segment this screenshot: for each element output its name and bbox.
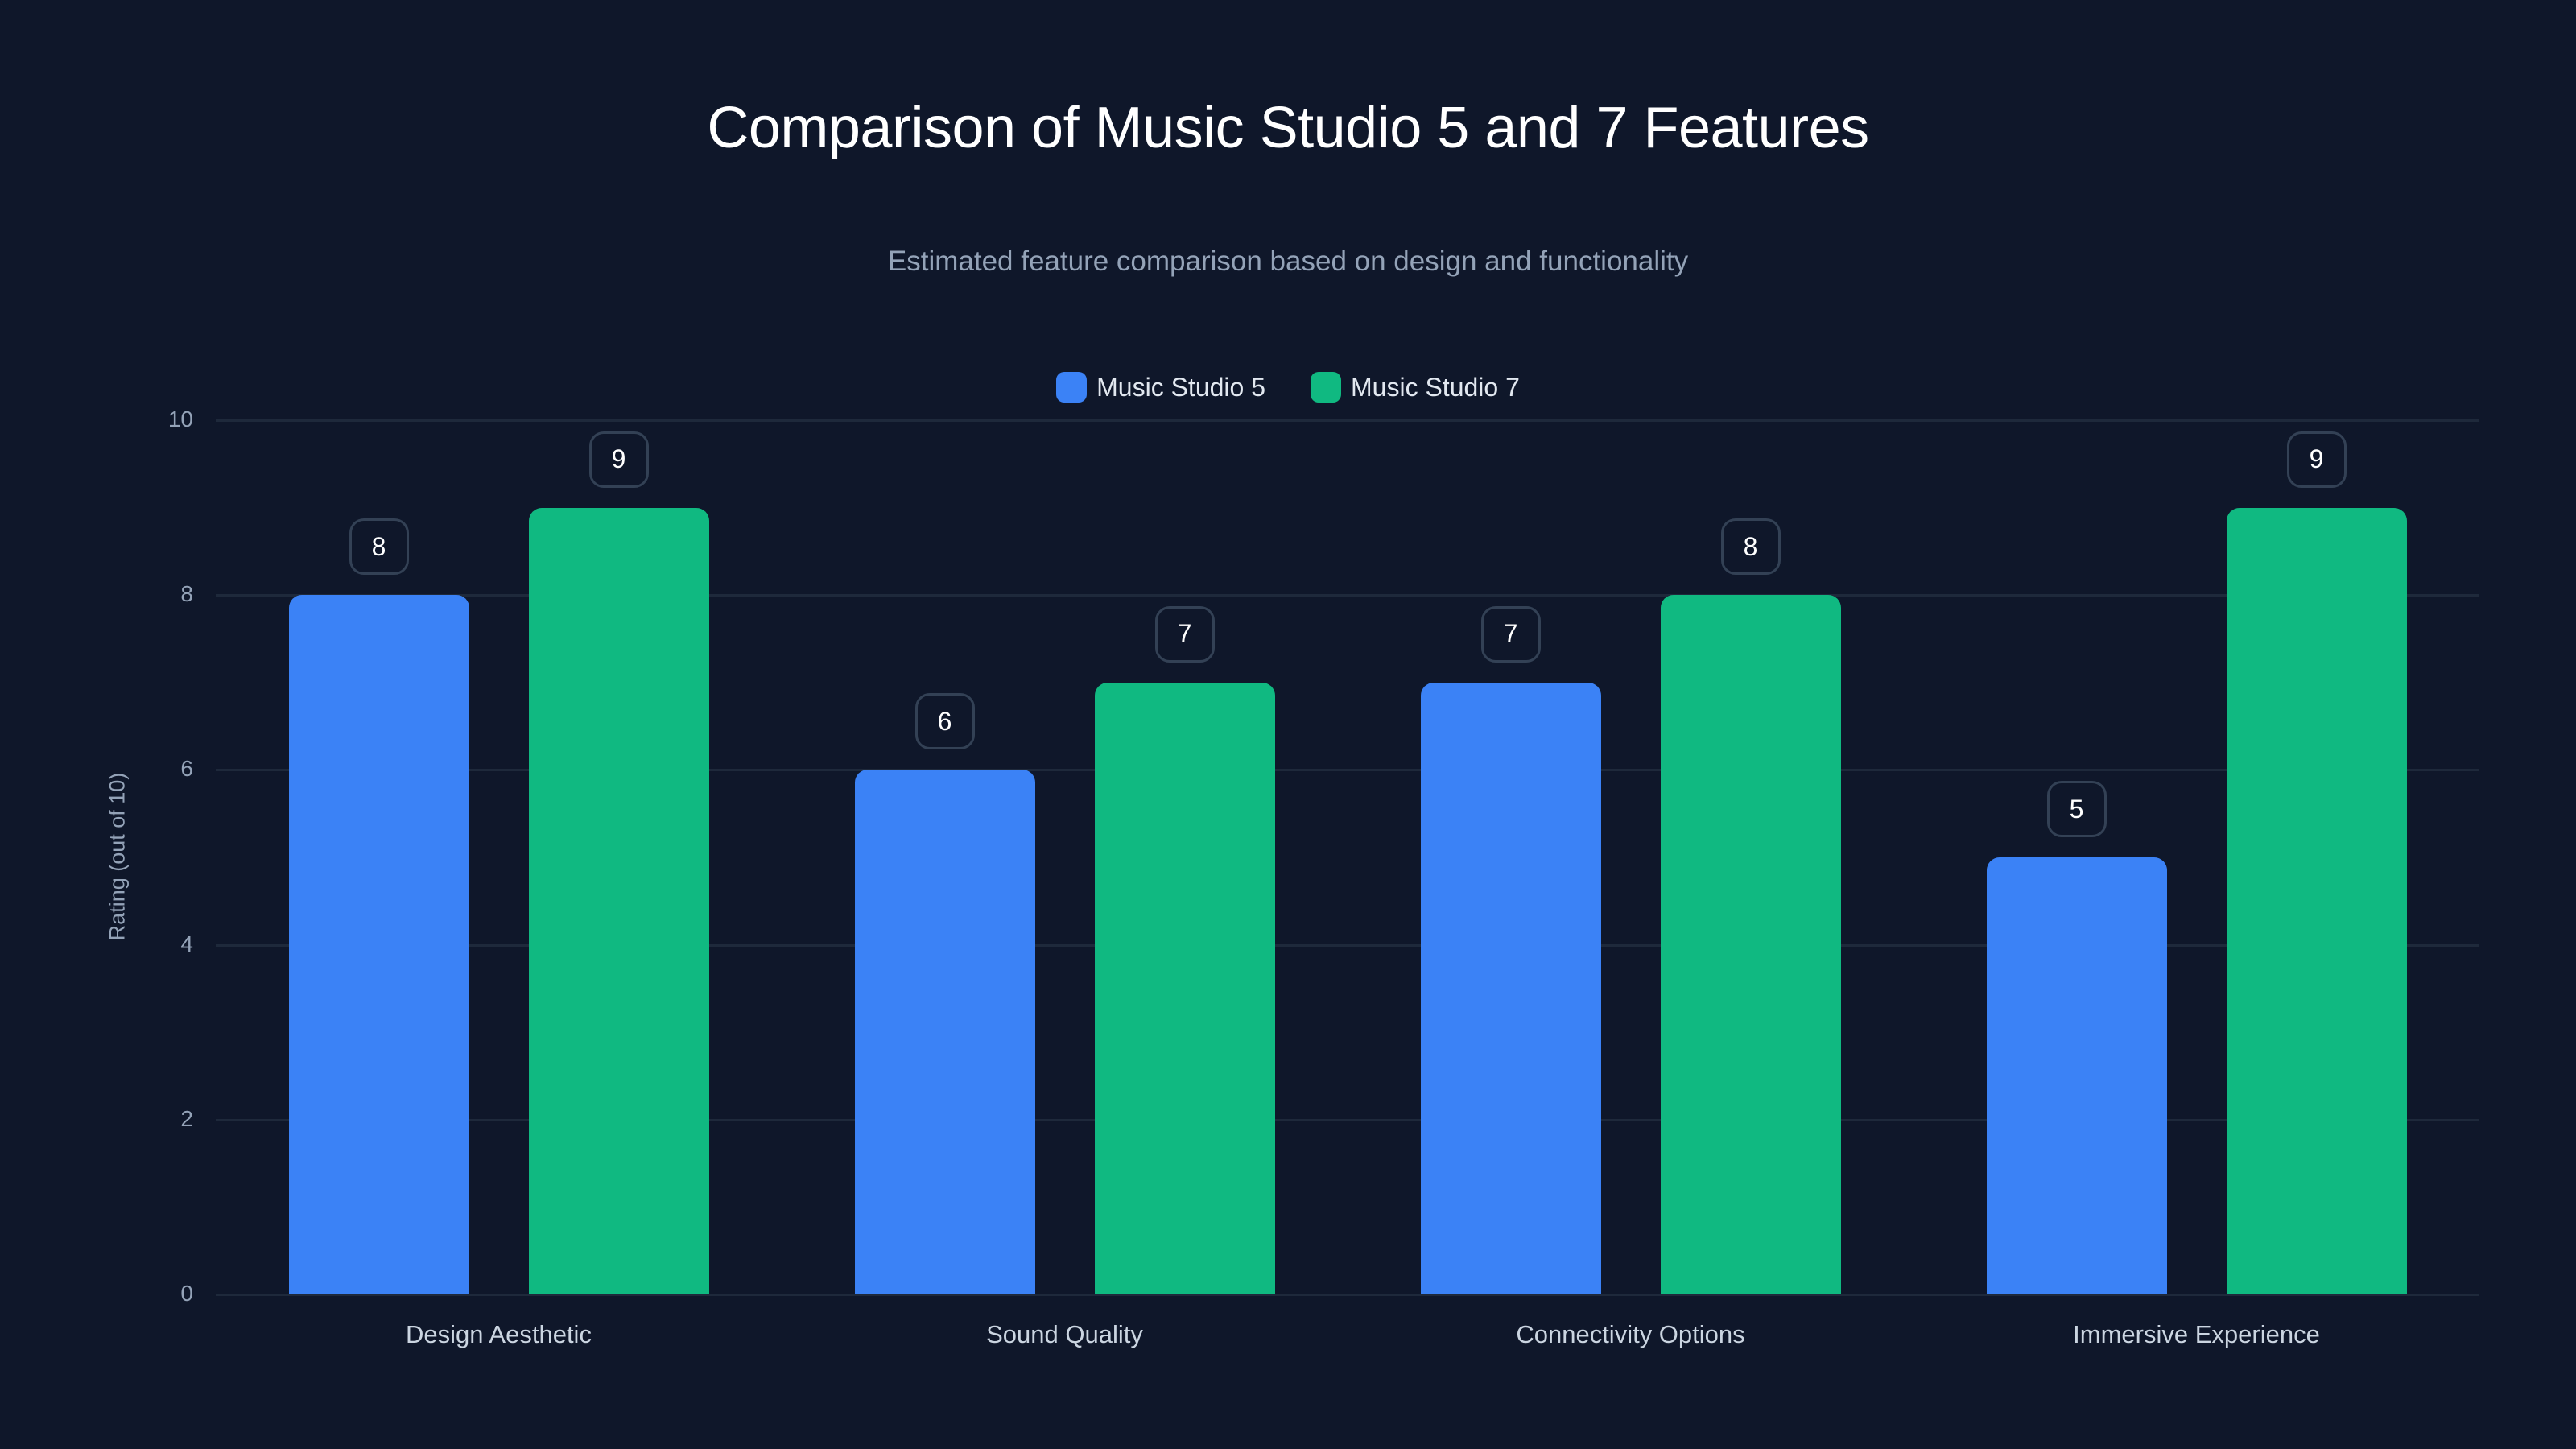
gridline (216, 419, 2479, 422)
data-label: 6 (914, 693, 975, 750)
gridline (216, 943, 2479, 947)
data-label: 9 (2286, 431, 2347, 488)
x-tick-label: Sound Quality (986, 1320, 1143, 1348)
bar-music-studio-5-sound-quality[interactable] (854, 770, 1035, 1294)
data-label: 8 (1720, 518, 1781, 576)
gridline (216, 1294, 2479, 1296)
data-label: 7 (1480, 605, 1541, 663)
x-tick-label: Connectivity Options (1516, 1320, 1745, 1348)
bar-music-studio-7-sound-quality[interactable] (1094, 682, 1275, 1294)
bar-music-studio-7-connectivity-options[interactable] (1660, 595, 1841, 1294)
legend-swatch-blue (1056, 372, 1088, 402)
chart-title: Comparison of Music Studio 5 and 7 Featu… (707, 96, 1869, 160)
bar-music-studio-5-design-aesthetic[interactable] (288, 595, 469, 1294)
gridline (216, 594, 2479, 597)
gridline (216, 769, 2479, 772)
y-tick-label: 8 (180, 581, 193, 607)
data-label: 9 (588, 431, 649, 488)
y-axis-label: Rating (out of 10) (105, 772, 130, 941)
x-tick-label: Design Aesthetic (406, 1320, 592, 1348)
data-label: 8 (349, 518, 409, 576)
legend-item-music-studio-7[interactable]: Music Studio 7 (1311, 372, 1520, 402)
bar-music-studio-7-immersive-experience[interactable] (2226, 507, 2407, 1294)
y-tick-label: 0 (180, 1281, 193, 1306)
data-label: 5 (2046, 781, 2107, 837)
y-tick-label: 10 (167, 407, 193, 431)
x-tick-label: Immersive Experience (2073, 1320, 2320, 1348)
bar-music-studio-5-connectivity-options[interactable] (1420, 682, 1601, 1294)
bar-music-studio-5-immersive-experience[interactable] (1986, 857, 2167, 1294)
legend-swatch-green (1311, 372, 1341, 402)
y-tick-label: 6 (180, 756, 193, 782)
plot-area: 8 9 6 7 7 8 5 9 (216, 419, 2479, 1296)
y-tick-label: 2 (180, 1105, 193, 1131)
y-tick-label: 4 (180, 931, 193, 956)
chart-subtitle: Estimated feature comparison based on de… (887, 246, 1689, 277)
legend-label: Music Studio 7 (1351, 372, 1520, 402)
bar-music-studio-7-design-aesthetic[interactable] (528, 507, 709, 1294)
gridline (216, 1118, 2479, 1121)
data-label: 7 (1154, 605, 1215, 663)
legend-item-music-studio-5[interactable]: Music Studio 5 (1056, 372, 1265, 402)
legend-label: Music Studio 5 (1096, 372, 1265, 402)
legend: Music Studio 5 Music Studio 7 (0, 372, 2576, 402)
